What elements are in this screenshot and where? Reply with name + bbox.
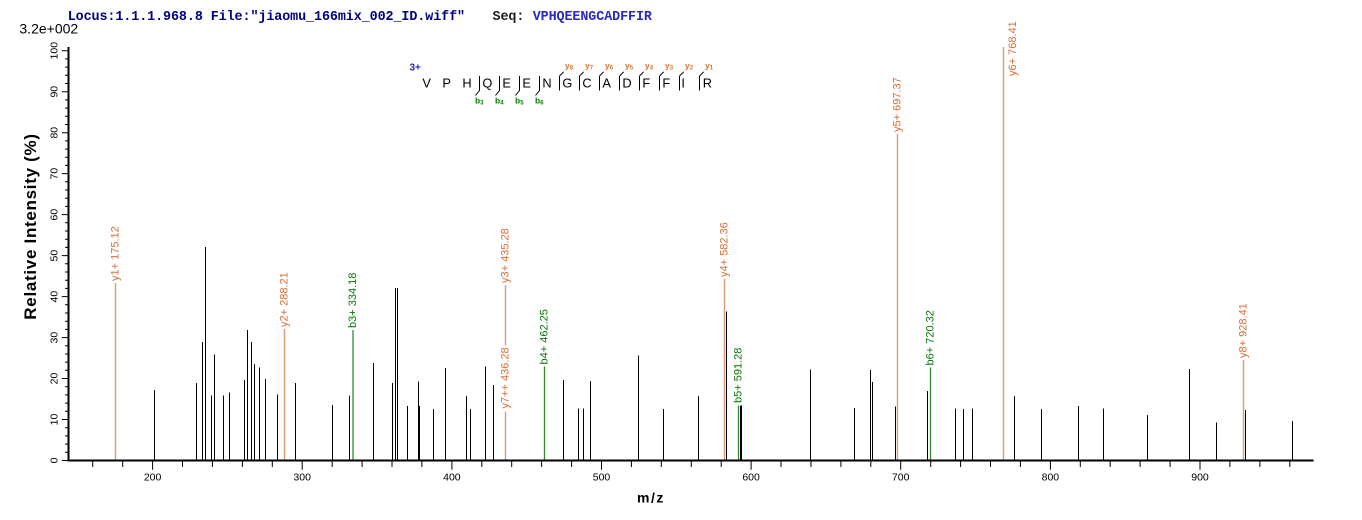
svg-text:y2: y2 (685, 61, 694, 72)
svg-text:60: 60 (49, 209, 61, 221)
svg-text:900: 900 (1191, 471, 1209, 483)
svg-text:G: G (562, 76, 572, 91)
svg-text:y3: y3 (665, 61, 674, 72)
svg-text:b6+ 720.32: b6+ 720.32 (924, 310, 936, 365)
svg-text:Q: Q (482, 76, 492, 91)
svg-text:y3+ 435.28: y3+ 435.28 (499, 228, 511, 283)
svg-text:b5: b5 (515, 96, 524, 107)
svg-text:I: I (681, 76, 685, 91)
svg-text:A: A (602, 76, 611, 91)
svg-text:R: R (703, 76, 712, 91)
svg-text:F: F (642, 76, 650, 91)
svg-text:y4: y4 (645, 61, 654, 72)
svg-text:50: 50 (49, 250, 61, 262)
svg-text:200: 200 (144, 471, 162, 483)
svg-text:y2+ 288.21: y2+ 288.21 (278, 272, 290, 327)
svg-text:P: P (442, 76, 451, 91)
svg-text:100: 100 (49, 42, 61, 60)
svg-text:y6: y6 (605, 61, 614, 72)
svg-text:b5+ 591.28: b5+ 591.28 (732, 348, 744, 403)
svg-text:H: H (462, 76, 471, 91)
svg-text:300: 300 (293, 471, 311, 483)
svg-text:m/z: m/z (637, 490, 665, 506)
svg-text:N: N (542, 76, 551, 91)
svg-text:b3+ 334.18: b3+ 334.18 (347, 273, 359, 328)
svg-text:E: E (522, 76, 531, 91)
svg-text:70: 70 (49, 168, 61, 180)
svg-text:y7: y7 (585, 61, 594, 72)
svg-text:10: 10 (49, 414, 61, 426)
svg-text:0: 0 (49, 457, 61, 463)
svg-text:700: 700 (892, 471, 910, 483)
svg-text:b6: b6 (535, 96, 544, 107)
svg-text:y8: y8 (565, 61, 574, 72)
svg-text:Locus:1.1.1.968.8 File:"jiaomu: Locus:1.1.1.968.8 File:"jiaomu_166mix_00… (68, 10, 465, 25)
svg-text:20: 20 (49, 373, 61, 385)
svg-text:Relative Intensity (%): Relative Intensity (%) (21, 133, 40, 319)
svg-text:y5+ 697.37: y5+ 697.37 (891, 77, 903, 132)
svg-text:D: D (622, 76, 631, 91)
svg-text:C: C (582, 76, 591, 91)
svg-text:F: F (662, 76, 670, 91)
svg-text:y4+ 582.36: y4+ 582.36 (718, 222, 730, 277)
svg-text:30: 30 (49, 332, 61, 344)
svg-text:y5: y5 (625, 61, 634, 72)
svg-text:y1+ 175.12: y1+ 175.12 (109, 226, 121, 281)
svg-text:V: V (422, 76, 431, 91)
svg-text:VPHQEENGCADFFIR: VPHQEENGCADFFIR (533, 10, 653, 25)
svg-text:400: 400 (443, 471, 461, 483)
svg-text:Seq:: Seq: (493, 10, 525, 25)
svg-text:E: E (502, 76, 511, 91)
svg-text:y8+ 928.41: y8+ 928.41 (1237, 303, 1249, 358)
svg-text:600: 600 (742, 471, 760, 483)
svg-text:b4: b4 (495, 96, 504, 107)
svg-text:y1: y1 (705, 61, 714, 72)
svg-text:90: 90 (49, 86, 61, 98)
svg-text:y6+ 768.41: y6+ 768.41 (1007, 21, 1019, 76)
svg-text:b4+ 462.25: b4+ 462.25 (538, 309, 550, 364)
svg-text:40: 40 (49, 291, 61, 303)
svg-text:500: 500 (593, 471, 611, 483)
svg-text:800: 800 (1042, 471, 1060, 483)
svg-text:y7++ 436.28: y7++ 436.28 (499, 347, 511, 408)
svg-text:3.2e+002: 3.2e+002 (19, 21, 78, 37)
svg-text:b3: b3 (475, 96, 484, 107)
svg-text:80: 80 (49, 127, 61, 139)
svg-text:3+: 3+ (410, 63, 422, 74)
